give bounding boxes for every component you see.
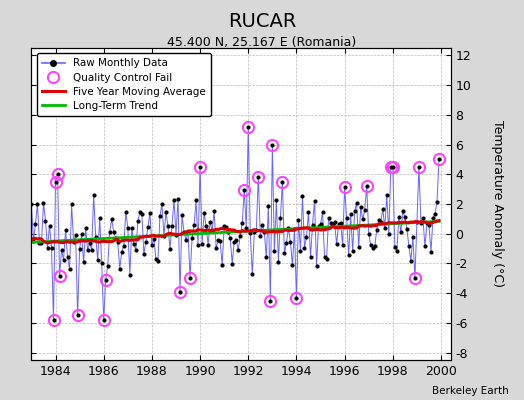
Legend: Raw Monthly Data, Quality Control Fail, Five Year Moving Average, Long-Term Tren: Raw Monthly Data, Quality Control Fail, … bbox=[37, 53, 211, 116]
Text: RUCAR: RUCAR bbox=[228, 12, 296, 31]
Text: 45.400 N, 25.167 E (Romania): 45.400 N, 25.167 E (Romania) bbox=[167, 36, 357, 49]
Text: Berkeley Earth: Berkeley Earth bbox=[432, 386, 508, 396]
Y-axis label: Temperature Anomaly (°C): Temperature Anomaly (°C) bbox=[491, 120, 504, 288]
